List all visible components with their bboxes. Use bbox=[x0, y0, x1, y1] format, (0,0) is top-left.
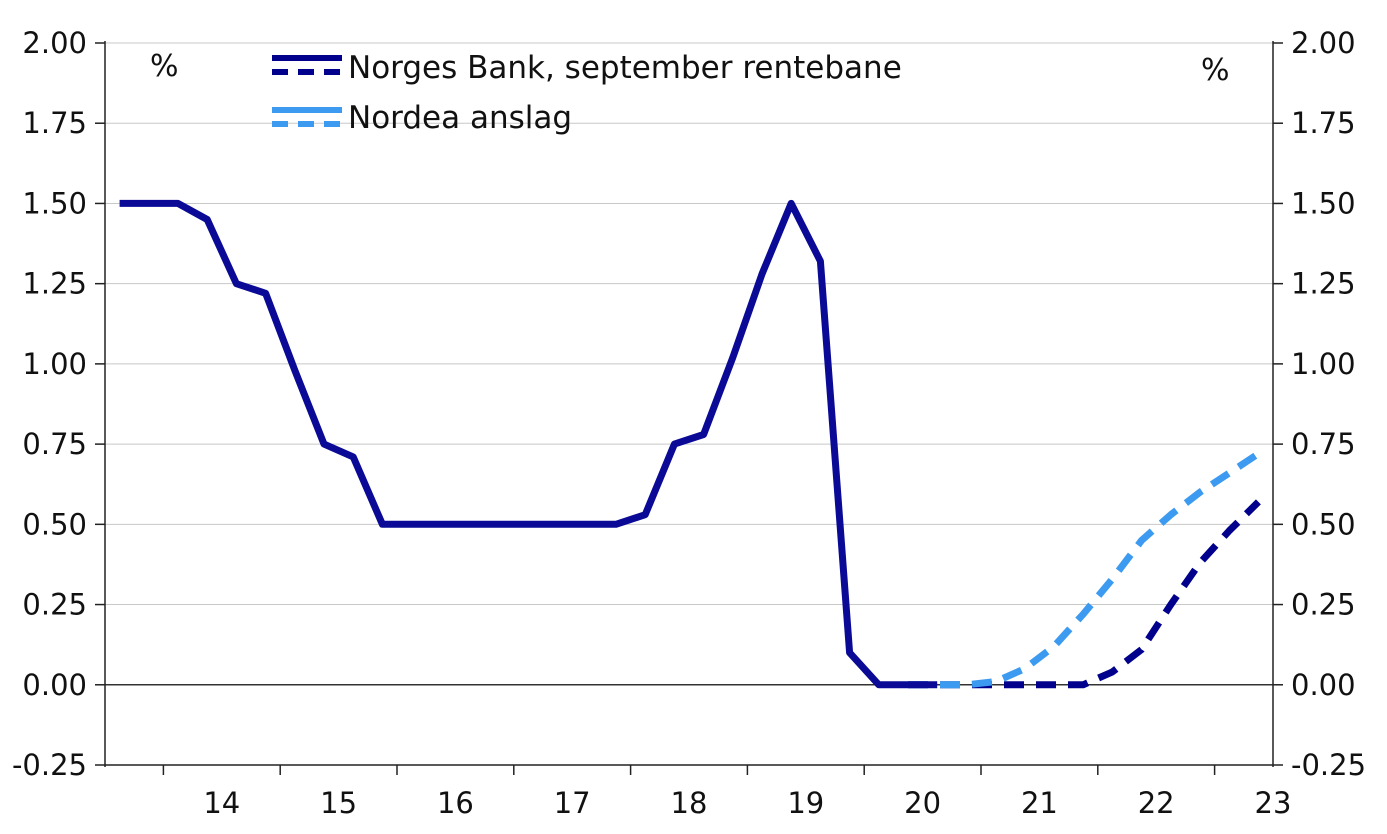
y-tick-label-left-1: 1.75 bbox=[22, 106, 87, 140]
gridlines bbox=[105, 42, 1273, 766]
y-unit-left: % bbox=[150, 49, 179, 84]
tick-labels: 2.00 2.00 1.75 1.75 1.50 1.50 1.25 1.25 1.00 1.00… bbox=[12, 26, 1366, 820]
legend-swatch-norges-bank bbox=[272, 55, 342, 75]
x-tick-label-21: 21 bbox=[1021, 786, 1058, 820]
y-tick-label-left-4: 1.00 bbox=[22, 347, 87, 381]
legend-swatch-nordea bbox=[272, 107, 342, 127]
y-tick-label-right-9: -0.25 bbox=[1291, 748, 1366, 782]
y-tick-label-left-0: 2.00 bbox=[22, 26, 87, 60]
x-tick-label-17: 17 bbox=[554, 786, 591, 820]
y-tick-label-left-2: 1.50 bbox=[22, 186, 87, 220]
y-tick-label-right-1: 1.75 bbox=[1291, 106, 1356, 140]
legend-label-nordea: Nordea anslag bbox=[348, 100, 572, 136]
y-tick-label-right-5: 0.75 bbox=[1291, 427, 1356, 461]
x-tick-label-14: 14 bbox=[203, 786, 240, 820]
x-tick-label-19: 19 bbox=[787, 786, 824, 820]
y-tick-label-left-5: 0.75 bbox=[22, 427, 87, 461]
y-tick-label-left-9: -0.25 bbox=[12, 748, 87, 782]
x-tick-label-20: 20 bbox=[904, 786, 941, 820]
axes bbox=[95, 41, 1283, 775]
y-tick-label-right-0: 2.00 bbox=[1291, 26, 1356, 60]
x-tick-label-18: 18 bbox=[671, 786, 708, 820]
legend-label-norges-bank: Norges Bank, september rentebane bbox=[348, 50, 902, 86]
legend: Norges Bank, september rentebane Nordea … bbox=[272, 50, 902, 136]
series-lines bbox=[119, 199, 1261, 689]
x-tick-label-15: 15 bbox=[320, 786, 357, 820]
y-tick-label-right-7: 0.25 bbox=[1291, 588, 1356, 622]
y-tick-label-right-8: 0.00 bbox=[1291, 668, 1356, 702]
x-tick-label-22: 22 bbox=[1138, 786, 1175, 820]
y-tick-label-left-8: 0.00 bbox=[22, 668, 87, 702]
y-tick-label-left-7: 0.25 bbox=[22, 588, 87, 622]
x-tick-label-16: 16 bbox=[437, 786, 474, 820]
y-tick-label-right-2: 1.50 bbox=[1291, 186, 1356, 220]
series-line-0 bbox=[119, 199, 938, 689]
y-unit-right: % bbox=[1201, 53, 1230, 88]
x-tick-label-23: 23 bbox=[1255, 786, 1292, 820]
y-tick-label-left-3: 1.25 bbox=[22, 267, 87, 301]
y-tick-label-right-4: 1.00 bbox=[1291, 347, 1356, 381]
series-line-2 bbox=[908, 450, 1261, 689]
series-line-1 bbox=[908, 499, 1261, 689]
y-tick-label-right-6: 0.50 bbox=[1291, 507, 1356, 541]
y-tick-label-right-3: 1.25 bbox=[1291, 267, 1356, 301]
y-tick-label-left-6: 0.50 bbox=[22, 507, 87, 541]
